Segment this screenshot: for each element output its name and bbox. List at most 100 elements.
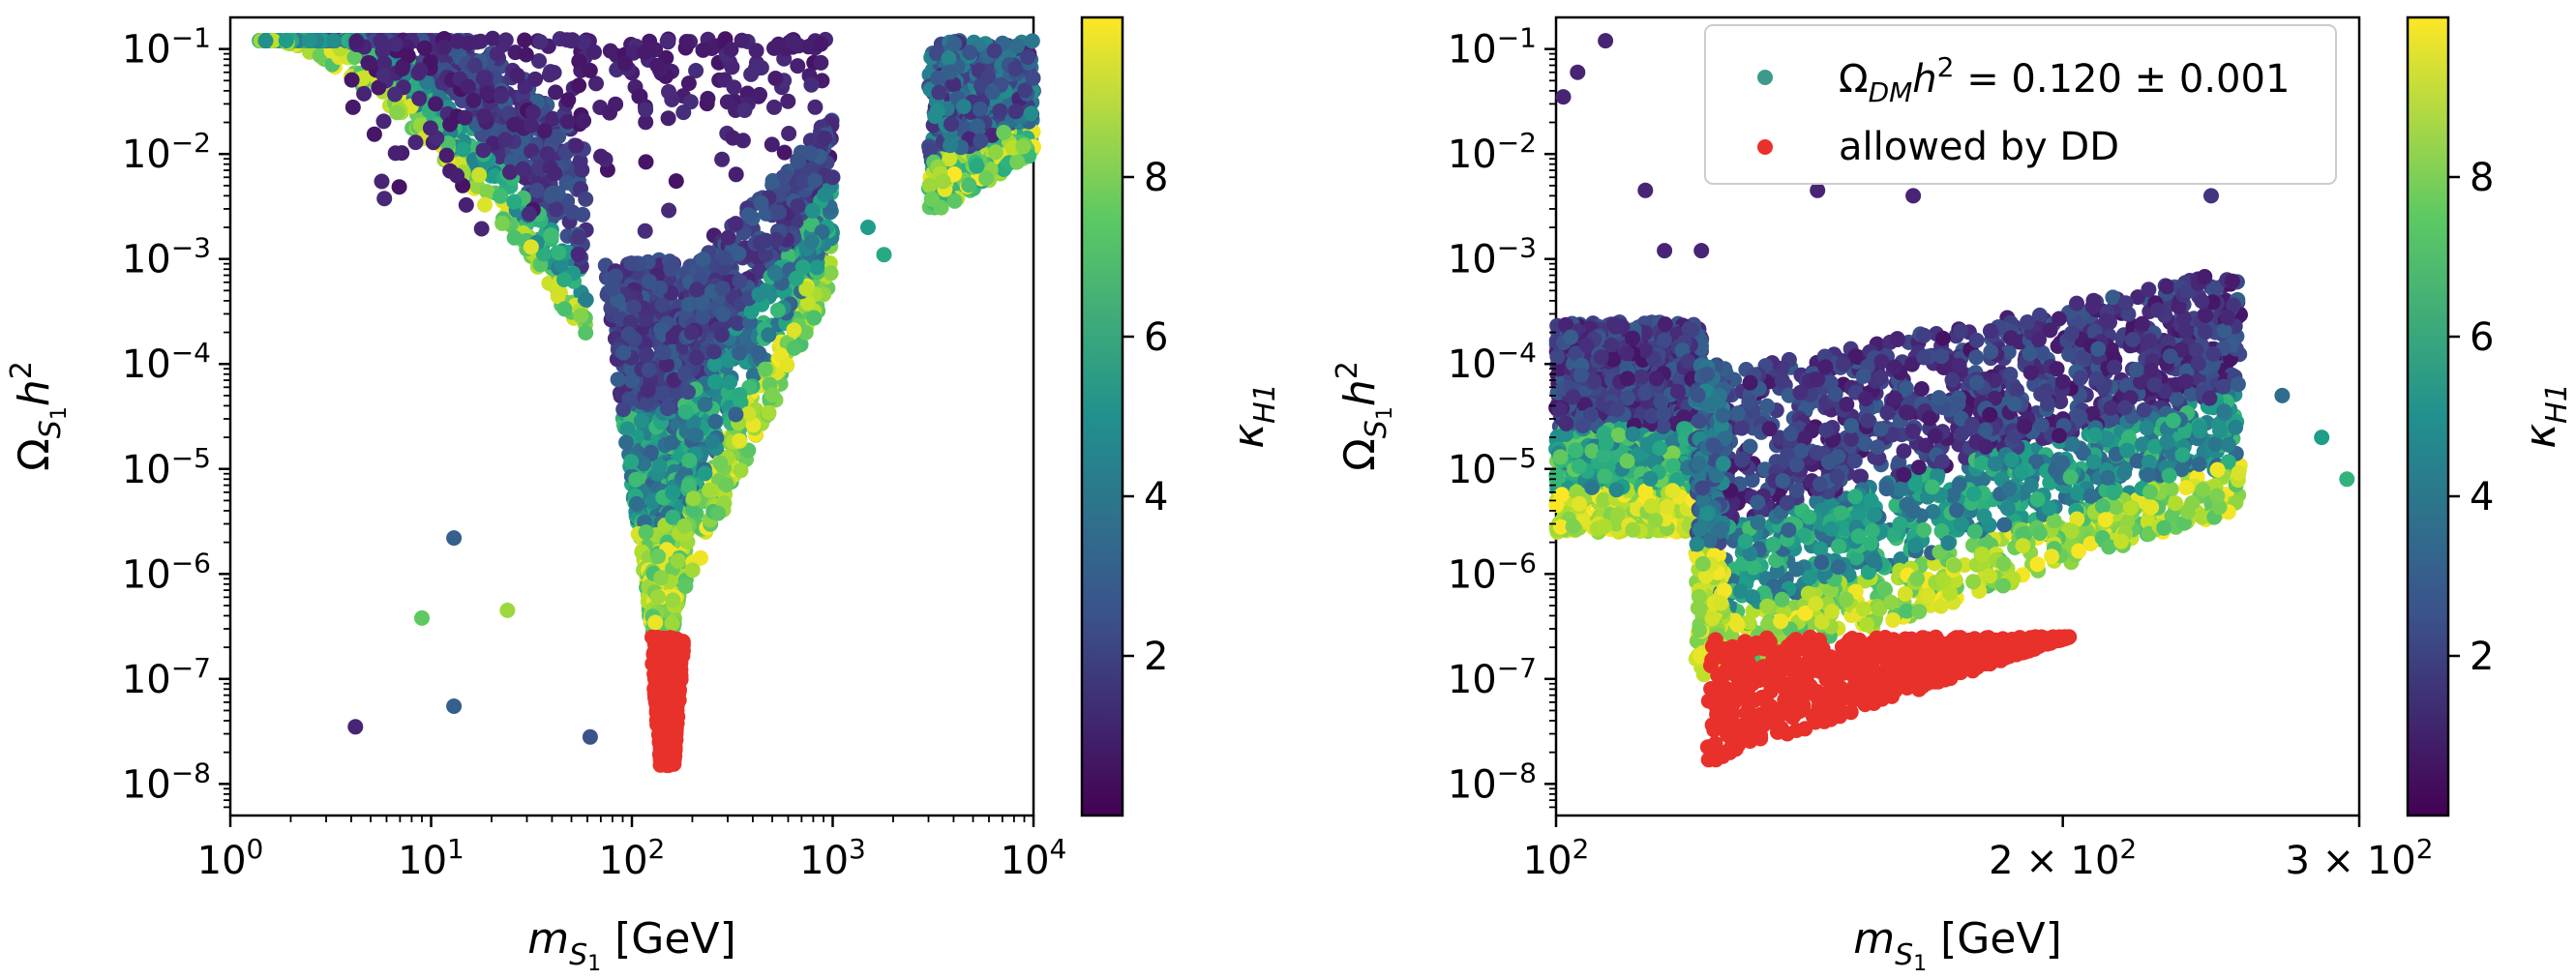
- scatter-point: [572, 153, 588, 169]
- scatter-point: [593, 148, 609, 164]
- scatter-point: [813, 54, 829, 71]
- left-scatter-layer: [252, 30, 1041, 774]
- scatter-point: [786, 322, 802, 339]
- scatter-point: [807, 99, 824, 115]
- dd-point: [662, 638, 678, 654]
- x-tick-label: 100: [197, 833, 264, 883]
- scatter-point: [689, 282, 704, 298]
- scatter-point: [961, 177, 977, 193]
- scatter-point: [650, 549, 667, 564]
- scatter-point: [438, 147, 455, 163]
- scatter-point: [641, 362, 657, 378]
- scatter-point: [728, 166, 744, 183]
- scatter-point: [969, 158, 985, 174]
- scatter-point: [665, 592, 681, 608]
- data-point: [446, 530, 463, 547]
- scatter-point: [551, 245, 567, 261]
- scatter-point: [623, 454, 640, 470]
- scatter-point: [633, 413, 649, 429]
- scatter-point: [681, 453, 698, 468]
- scatter-point: [531, 161, 547, 176]
- scatter-point: [682, 94, 699, 110]
- scatter-point: [761, 404, 777, 421]
- scatter-point: [972, 101, 988, 117]
- scatter-point: [695, 42, 711, 58]
- scatter-point: [554, 256, 570, 273]
- scatter-point: [668, 173, 684, 190]
- scatter-point: [702, 482, 718, 498]
- scatter-point: [449, 167, 465, 184]
- scatter-point: [539, 146, 555, 163]
- scatter-point: [455, 141, 471, 158]
- scatter-point: [677, 403, 694, 420]
- scatter-point: [560, 92, 577, 108]
- scatter-point: [578, 291, 594, 308]
- scatter-point: [387, 145, 404, 162]
- x-tick-label: 104: [1001, 833, 1067, 883]
- scatter-point: [726, 79, 742, 96]
- scatter-point: [449, 33, 465, 49]
- y-tick-label: 10−6: [122, 547, 211, 597]
- scatter-point: [528, 182, 545, 198]
- scatter-point: [790, 197, 806, 214]
- scatter-point: [502, 164, 518, 180]
- scatter-point: [996, 125, 1012, 140]
- scatter-point: [677, 578, 694, 594]
- colorbar-tick-label: 2: [1144, 635, 1168, 679]
- scatter-point: [465, 92, 482, 108]
- scatter-point: [301, 33, 317, 48]
- scatter-point: [497, 132, 514, 148]
- scatter-point: [586, 44, 602, 60]
- scatter-point: [803, 234, 820, 250]
- scatter-point: [753, 194, 769, 211]
- scatter-point: [348, 33, 365, 49]
- scatter-point: [736, 103, 753, 118]
- scatter-point: [1007, 104, 1024, 120]
- scatter-point: [460, 78, 476, 95]
- scatter-point: [476, 108, 493, 125]
- left-y-ticks: 10−110−210−310−410−510−610−710−8: [122, 22, 230, 809]
- scatter-point: [676, 518, 693, 534]
- left-x-axis-label: mS1 [GeV]: [527, 914, 736, 976]
- scatter-point: [515, 161, 531, 177]
- scatter-point: [375, 67, 392, 83]
- scatter-point: [391, 179, 407, 195]
- scatter-point: [802, 145, 819, 162]
- scatter-point: [578, 191, 594, 207]
- scatter-point: [715, 306, 732, 322]
- scatter-point: [506, 229, 523, 246]
- scatter-point: [471, 166, 488, 183]
- scatter-point: [750, 345, 766, 361]
- scatter-point: [638, 102, 654, 118]
- scatter-point: [758, 232, 774, 249]
- colorbar-tick-label: 8: [1144, 156, 1168, 200]
- scatter-point: [676, 366, 693, 382]
- scatter-point: [764, 136, 780, 153]
- data-point: [876, 247, 892, 263]
- scatter-point: [563, 33, 580, 49]
- scatter-point: [661, 202, 677, 219]
- scatter-point: [764, 387, 781, 403]
- scatter-point: [933, 199, 949, 216]
- scatter-point: [547, 165, 563, 182]
- scatter-point: [1023, 105, 1039, 122]
- scatter-point: [704, 433, 721, 450]
- y-tick-label: 10−2: [122, 127, 211, 177]
- scatter-point: [766, 99, 782, 115]
- scatter-point: [718, 477, 734, 493]
- right-panel: 102 2 × 102 3 × 102 10−110−210−310−410−510…: [1331, 15, 2434, 976]
- scatter-point: [376, 191, 393, 207]
- scatter-point: [524, 104, 541, 121]
- scatter-point: [548, 201, 564, 218]
- scatter-point: [803, 76, 820, 93]
- scatter-point: [929, 103, 945, 119]
- scatter-point: [732, 344, 748, 361]
- scatter-point: [664, 615, 680, 632]
- scatter-point: [697, 465, 713, 482]
- right-scatter-layer: [1548, 269, 2248, 768]
- scatter-point: [710, 505, 727, 521]
- scatter-point: [781, 126, 797, 141]
